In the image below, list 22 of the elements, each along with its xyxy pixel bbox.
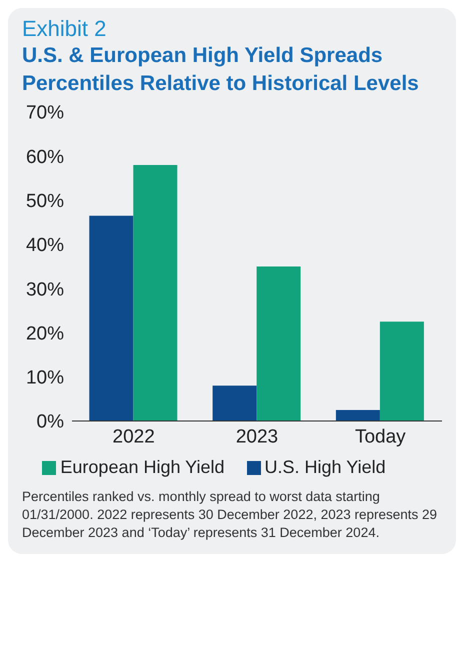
text: Percentiles ranked vs. monthly spread to worst data starting 01/31/2000. 2022 represents 30 December 2022, 2023 represents 29 December 2023 and ‘Today’ represents 31 December 2024. xyxy=(21,488,438,542)
y-tick-label: 50% xyxy=(26,191,64,212)
chart-subtitle: Exhibit 2 xyxy=(21,16,108,42)
chart-title: U.S. & European High Yield Spreads Percentiles Relative to Historical Levels xyxy=(21,43,420,97)
bar xyxy=(336,410,380,421)
bar xyxy=(133,164,178,421)
y-tick-label: 70% xyxy=(26,102,64,124)
bar xyxy=(256,266,301,421)
x-tick-label: 2022 xyxy=(112,426,155,448)
x-tick-label: Today xyxy=(354,426,406,448)
y-tick-label: 20% xyxy=(26,323,64,344)
y-tick-label: 30% xyxy=(26,279,64,300)
y-tick-label: 0% xyxy=(36,412,64,433)
y-tick-label: 60% xyxy=(26,146,64,168)
bar xyxy=(212,386,257,421)
bar xyxy=(380,322,424,421)
x-tick-label: 2023 xyxy=(236,426,278,448)
y-tick-label: 40% xyxy=(26,235,64,256)
legend-label: European High Yield xyxy=(60,457,225,477)
y-tick-label: 10% xyxy=(26,368,64,389)
legend-label: U.S. High Yield xyxy=(264,457,386,477)
bar xyxy=(89,216,134,421)
